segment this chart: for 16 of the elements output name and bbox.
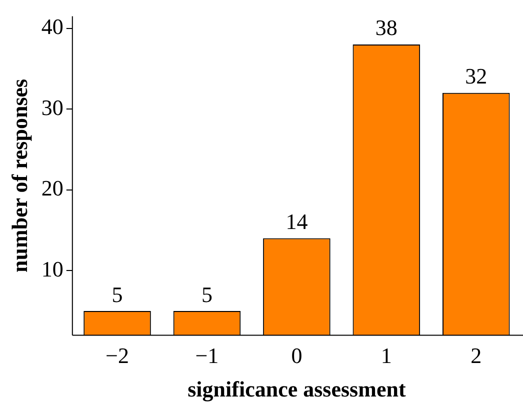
data-label: 5 [112,282,123,307]
y-tick-label: 10 [41,256,64,282]
x-tick-label: 2 [470,343,482,368]
y-tick-label: 30 [41,94,64,120]
x-tick-label: 0 [291,343,302,368]
x-tick-label: −2 [106,343,129,368]
y-tick-label: 20 [41,176,64,201]
data-label: 5 [201,282,212,307]
data-label: 32 [465,64,488,89]
x-tick-label: −1 [195,343,219,368]
y-tick-label: 40 [41,14,64,40]
data-label: 38 [375,15,398,40]
data-label: 14 [286,209,308,234]
y-axis-title: number of responses [6,78,32,272]
x-tick-label: 1 [380,343,392,368]
x-axis-title: significance assessment [188,376,406,402]
